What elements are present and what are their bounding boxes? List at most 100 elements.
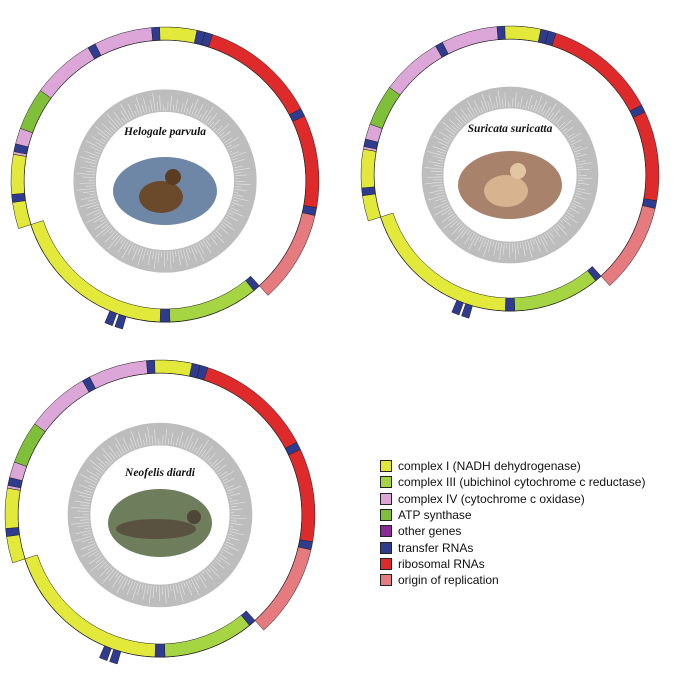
gc-tick bbox=[230, 207, 239, 212]
gc-tick bbox=[232, 159, 245, 163]
gc-tick bbox=[504, 92, 507, 108]
gc-tick bbox=[165, 428, 167, 445]
gc-tick bbox=[432, 145, 447, 152]
gc-tick bbox=[143, 97, 148, 113]
gc-tick bbox=[180, 103, 184, 113]
gc-tick bbox=[569, 207, 580, 214]
gc-tick bbox=[225, 217, 229, 220]
gc-tick bbox=[481, 93, 489, 111]
gc-tick bbox=[527, 240, 533, 258]
gc-tick bbox=[551, 109, 561, 122]
gc-tick bbox=[222, 138, 226, 141]
gc-tick bbox=[134, 103, 140, 116]
gc-content-ring bbox=[73, 89, 257, 273]
gc-tick bbox=[202, 446, 213, 459]
gc-tick bbox=[556, 224, 568, 236]
gc-tick bbox=[118, 575, 124, 584]
gc-tick bbox=[529, 239, 534, 252]
gc-tick bbox=[525, 100, 528, 109]
gc-tick bbox=[85, 185, 95, 187]
gc-tick bbox=[573, 146, 588, 153]
gc-tick bbox=[106, 113, 119, 128]
gc-tick bbox=[560, 119, 573, 131]
gc-tick bbox=[234, 165, 244, 169]
gc-tick bbox=[219, 471, 228, 477]
gc-tick bbox=[120, 103, 131, 121]
gc-tick bbox=[577, 168, 590, 171]
gene-block-trna bbox=[13, 143, 29, 155]
gc-tick bbox=[96, 456, 108, 468]
animal-head bbox=[510, 163, 526, 179]
gc-tick bbox=[93, 206, 100, 210]
gc-tick bbox=[151, 250, 155, 260]
gene-block-trna bbox=[5, 527, 20, 537]
gc-tick bbox=[97, 132, 108, 141]
gc-tick bbox=[104, 231, 116, 243]
gc-tick bbox=[226, 214, 238, 222]
gc-tick bbox=[478, 237, 485, 252]
gc-tick bbox=[101, 447, 114, 462]
gene-block-rrna bbox=[632, 111, 660, 202]
gc-tick bbox=[156, 101, 159, 111]
gc-tick bbox=[448, 133, 454, 138]
gc-tick bbox=[473, 235, 480, 247]
gc-tick bbox=[74, 500, 91, 504]
gc-tick bbox=[451, 125, 459, 132]
gene-block-trna bbox=[461, 303, 473, 319]
gene-block-complex-i bbox=[10, 153, 27, 195]
gc-tick bbox=[558, 222, 566, 229]
gc-tick bbox=[524, 241, 528, 250]
gc-tick bbox=[120, 110, 128, 122]
gc-tick bbox=[180, 249, 183, 259]
legend-label: transfer RNAs bbox=[398, 540, 474, 555]
gene-block-complex-iii bbox=[169, 280, 255, 323]
animal-silhouette bbox=[484, 175, 528, 207]
gc-tick bbox=[95, 557, 104, 564]
gc-tick bbox=[88, 540, 95, 544]
gc-tick bbox=[81, 538, 94, 543]
gc-tick bbox=[76, 172, 95, 176]
gc-tick bbox=[228, 144, 240, 151]
gc-tick bbox=[178, 583, 184, 602]
legend-item-complex-iv: complex IV (cytochrome c oxidase) bbox=[380, 491, 680, 507]
gene-block-complex-iii bbox=[164, 614, 250, 658]
gc-tick bbox=[577, 182, 590, 185]
gc-tick bbox=[116, 576, 126, 594]
legend-item-complex-i: complex I (NADH dehydrogenase) bbox=[380, 458, 680, 474]
gc-tick bbox=[167, 585, 170, 598]
gc-tick bbox=[544, 233, 548, 239]
gc-tick bbox=[229, 498, 233, 500]
gc-tick bbox=[574, 195, 586, 200]
gc-tick bbox=[147, 426, 151, 445]
gc-tick bbox=[440, 204, 449, 209]
gc-tick bbox=[89, 475, 99, 481]
gc-tick bbox=[460, 228, 469, 239]
gc-tick bbox=[121, 242, 132, 259]
legend-item-complex-iii: complex III (ubichinol cytochrome c redu… bbox=[380, 474, 680, 490]
gc-tick bbox=[132, 582, 139, 601]
gc-tick bbox=[212, 562, 216, 565]
gene-block-trna bbox=[104, 310, 118, 327]
gc-tick bbox=[226, 539, 230, 541]
gc-tick bbox=[80, 474, 97, 484]
gc-tick bbox=[562, 127, 568, 133]
genome-maps bbox=[4, 25, 660, 665]
animal-head bbox=[165, 169, 181, 185]
gc-tick bbox=[178, 108, 180, 112]
gc-tick bbox=[231, 204, 235, 207]
gc-tick bbox=[226, 485, 242, 492]
gc-tick bbox=[122, 437, 130, 452]
gc-tick bbox=[501, 98, 504, 108]
gc-tick bbox=[183, 436, 189, 449]
gc-tick bbox=[433, 165, 443, 167]
gc-tick bbox=[234, 167, 250, 171]
legend-swatch bbox=[380, 525, 392, 538]
gc-tick bbox=[152, 585, 155, 598]
gc-tick bbox=[479, 236, 482, 243]
gc-tick bbox=[550, 229, 553, 232]
gc-tick bbox=[577, 162, 592, 166]
gc-tick bbox=[560, 220, 563, 223]
gc-tick bbox=[92, 466, 103, 474]
gc-tick bbox=[167, 438, 170, 445]
gc-tick bbox=[151, 435, 154, 445]
